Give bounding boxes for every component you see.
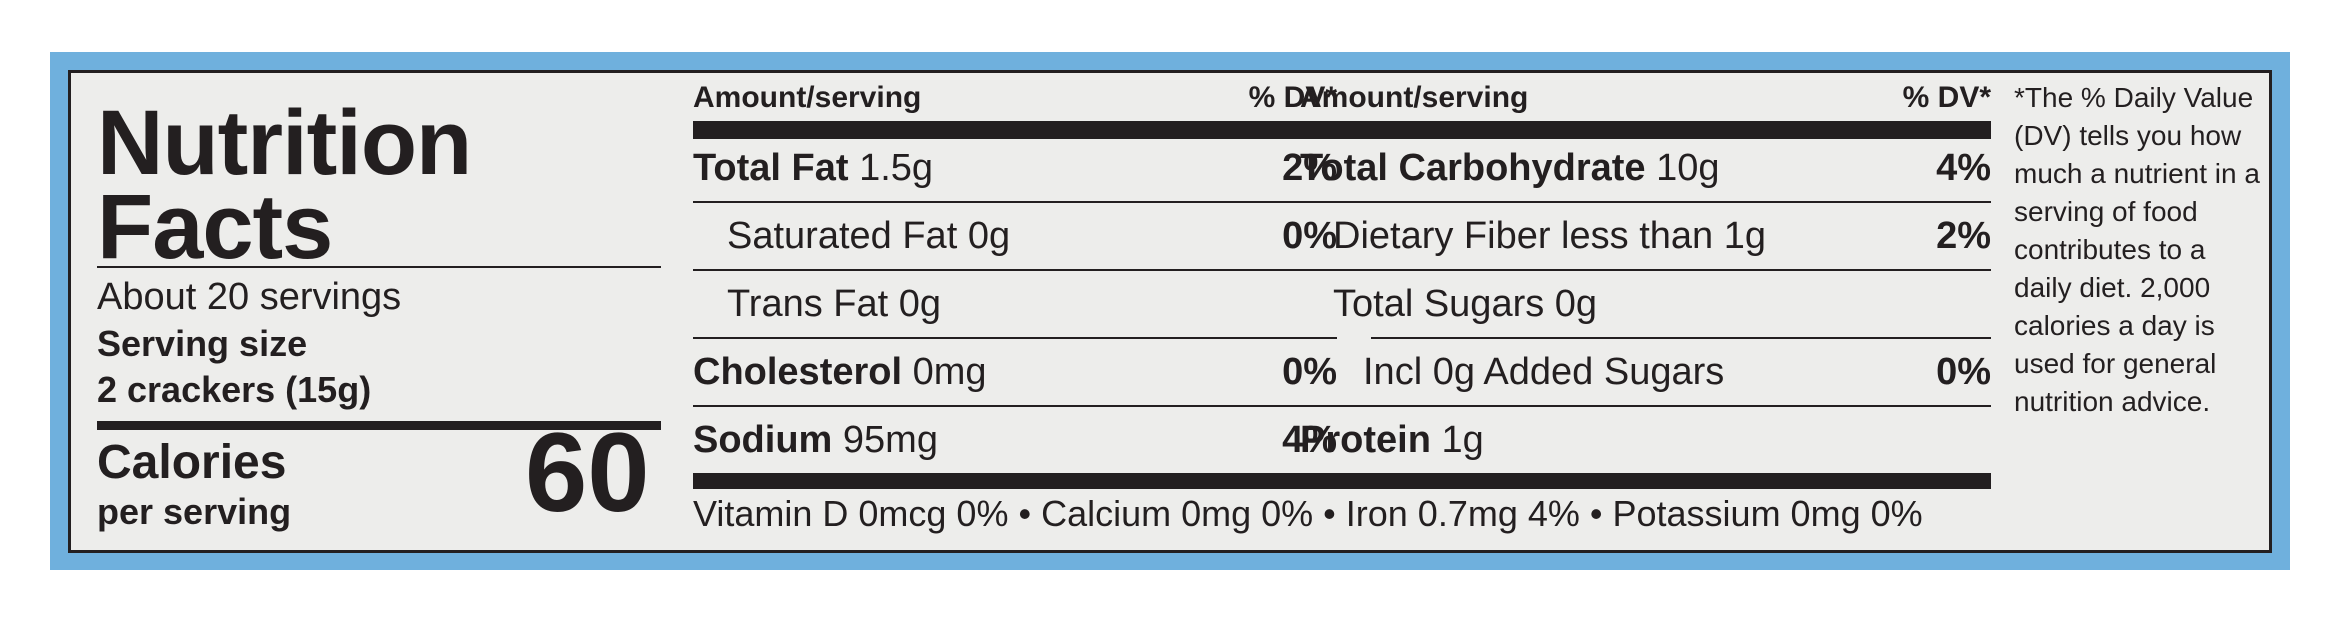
dv-saturated-fat: 0% bbox=[1282, 215, 1337, 257]
nutrient-row-cholesterol: Cholesterol 0mg bbox=[693, 351, 987, 393]
divider-thin bbox=[97, 266, 661, 268]
nutrient-row-protein: Protein 1g bbox=[1300, 419, 1484, 461]
right-header-amount-text: Amount/serving bbox=[1300, 81, 1529, 114]
calories-label: Calories bbox=[97, 436, 287, 489]
row-divider bbox=[693, 201, 1337, 203]
row-divider bbox=[693, 405, 1337, 407]
row-divider bbox=[1300, 405, 1991, 407]
nutrient-row-total-fat: Total Fat 1.5g bbox=[693, 147, 934, 189]
left-header-amount: Amount/serving bbox=[693, 81, 922, 114]
row-divider bbox=[693, 269, 1337, 271]
row-divider bbox=[1300, 269, 1991, 271]
left-header-bar bbox=[693, 121, 1337, 139]
row-divider bbox=[1300, 201, 1991, 203]
row-divider bbox=[693, 337, 1337, 339]
nutrient-row-trans-fat: Trans Fat 0g bbox=[727, 283, 942, 325]
divider-thick bbox=[97, 421, 661, 430]
left-bottom-bar bbox=[693, 473, 1337, 489]
dv-dietary-fiber: 2% bbox=[1936, 215, 1991, 257]
calories-value: 60 bbox=[525, 410, 650, 535]
title-line-1: Nutrition bbox=[97, 92, 472, 194]
daily-value-footnote: *The % Daily Value (DV) tells you how mu… bbox=[2014, 82, 2260, 417]
dv-sodium: 4% bbox=[1282, 419, 1337, 461]
nutrient-row-dietary-fiber: Dietary Fiber less than 1g bbox=[1333, 215, 1766, 257]
left-header-dv: % DV* bbox=[1248, 81, 1337, 114]
nutrient-row-sodium: Sodium 95mg bbox=[693, 419, 938, 461]
right-bottom-bar bbox=[1300, 473, 1991, 489]
nutrient-row-total-carbohydrate: Total Carbohydrate 10g bbox=[1300, 147, 1720, 189]
servings-per-container: About 20 servings bbox=[97, 276, 402, 318]
nutrient-row-total-sugars: Total Sugars 0g bbox=[1333, 283, 1598, 325]
dv-added-sugars: 0% bbox=[1936, 351, 1991, 393]
right-header-dv: % DV* bbox=[1902, 81, 1991, 114]
title-line-2: Facts bbox=[97, 176, 333, 278]
right-header-bar bbox=[1300, 121, 1991, 139]
nutrition-facts-label: Nutrition Facts About 20 servings Servin… bbox=[68, 70, 2272, 553]
serving-size-value: 2 crackers (15g) bbox=[97, 369, 372, 410]
vitamins-minerals-line: Vitamin D 0mcg 0% • Calcium 0mg 0% • Iro… bbox=[693, 493, 1923, 534]
calories-sublabel: per serving bbox=[97, 491, 292, 532]
nutrient-row-saturated-fat: Saturated Fat 0g bbox=[727, 215, 1011, 257]
nutrient-row-added-sugars: Incl 0g Added Sugars bbox=[1363, 351, 1725, 393]
serving-size-label: Serving size bbox=[97, 323, 308, 364]
dv-total-fat: 2% bbox=[1282, 147, 1337, 189]
dv-total-carbohydrate: 4% bbox=[1936, 147, 1991, 189]
dv-cholesterol: 0% bbox=[1282, 351, 1337, 393]
row-divider bbox=[1371, 337, 1991, 339]
